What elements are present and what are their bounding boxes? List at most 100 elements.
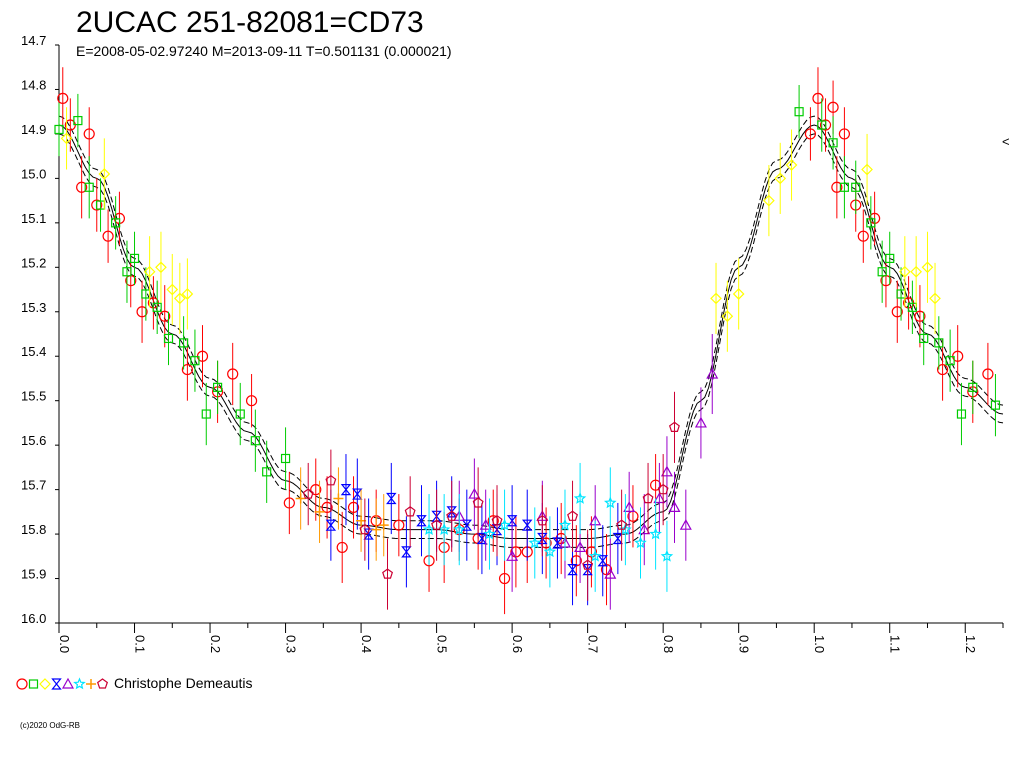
- data-point: [155, 261, 167, 274]
- data-point: [201, 409, 211, 419]
- data-point: [98, 168, 111, 180]
- data-point: [828, 138, 838, 148]
- data-point: [111, 218, 121, 228]
- data-point: [453, 523, 466, 535]
- fit-curve: [58, 124, 1004, 539]
- data-point: [623, 501, 636, 512]
- data-point: [416, 515, 427, 527]
- data-point: [227, 368, 239, 380]
- data-point: [468, 487, 481, 499]
- data-point: [573, 491, 587, 504]
- series-green: [54, 85, 1001, 503]
- chart-title: 2UCAC 251-82081=CD73: [76, 6, 424, 39]
- data-point: [76, 181, 88, 193]
- legend-symbol: [73, 677, 86, 690]
- data-point: [945, 356, 955, 366]
- data-point: [245, 395, 258, 407]
- data-point: [250, 436, 260, 446]
- data-point: [491, 514, 503, 526]
- data-point: [891, 306, 903, 318]
- data-point: [401, 546, 412, 558]
- data-point: [616, 519, 628, 530]
- data-point: [461, 519, 473, 531]
- data-point: [166, 283, 179, 296]
- data-point: [638, 523, 651, 535]
- data-point: [885, 253, 895, 264]
- data-point: [333, 493, 344, 504]
- y-tick-label: 15.6: [21, 433, 46, 448]
- y-tick-label: 15.3: [21, 300, 46, 315]
- data-point: [314, 506, 325, 517]
- data-point: [163, 333, 174, 344]
- data-point: [393, 519, 405, 531]
- legend-symbol: [61, 677, 75, 689]
- data-point: [877, 267, 887, 277]
- data-point: [921, 261, 934, 274]
- data-point: [91, 199, 103, 211]
- data-point: [774, 172, 787, 185]
- data-point: [54, 124, 64, 135]
- x-tick-label: 0.8: [661, 635, 676, 653]
- data-point: [371, 524, 382, 535]
- data-point: [235, 409, 245, 419]
- data-point: [159, 310, 171, 322]
- fit-curve-lower: [58, 133, 1004, 548]
- data-point: [732, 288, 745, 300]
- data-point: [642, 492, 654, 504]
- series-orange: [295, 467, 389, 561]
- data-point: [382, 568, 394, 579]
- data-point: [122, 267, 132, 277]
- data-point: [650, 479, 662, 491]
- x-tick-label: 0.2: [208, 635, 223, 653]
- data-point: [668, 501, 681, 512]
- data-point: [585, 546, 598, 558]
- data-point: [302, 488, 314, 499]
- data-point: [340, 484, 352, 496]
- x-tick-label: 0.6: [510, 635, 525, 653]
- legend-symbol: [96, 678, 109, 689]
- data-point: [479, 518, 492, 530]
- series-cyan: [422, 462, 674, 592]
- y-tick-label: 15.5: [21, 389, 46, 404]
- data-point: [280, 453, 291, 464]
- data-point: [325, 474, 337, 486]
- data-point: [604, 567, 617, 579]
- x-tick-label: 0.7: [586, 635, 601, 653]
- fit-curve-upper: [58, 115, 1004, 531]
- data-point: [694, 416, 707, 428]
- chart-subtitle: E=2008-05-02.97240 M=2013-09-11 T=0.5011…: [76, 43, 452, 59]
- data-point: [336, 541, 348, 554]
- data-point: [721, 310, 734, 323]
- data-point: [173, 292, 186, 305]
- data-point: [956, 409, 967, 419]
- data-point: [866, 218, 876, 228]
- y-tick-label: 15.4: [21, 344, 46, 359]
- data-point: [861, 163, 873, 176]
- data-point: [827, 101, 839, 113]
- legend-symbol: [86, 679, 96, 689]
- data-point: [483, 527, 496, 540]
- data-point: [60, 132, 73, 145]
- legend-symbol: [51, 678, 62, 690]
- data-point: [857, 230, 869, 242]
- data-point: [817, 120, 827, 130]
- data-point: [283, 497, 295, 509]
- data-point: [446, 510, 458, 521]
- data-point: [181, 363, 193, 376]
- legend-symbol: [16, 678, 28, 690]
- legend-symbol: [28, 679, 39, 689]
- data-point: [386, 492, 397, 505]
- data-point: [321, 501, 333, 513]
- data-point: [603, 496, 617, 509]
- data-point: [649, 527, 662, 540]
- data-point: [472, 497, 484, 508]
- data-point: [794, 107, 804, 117]
- data-point: [528, 536, 541, 549]
- x-tick-label: 1.2: [963, 635, 978, 653]
- data-point: [325, 519, 337, 531]
- fit-curves: [58, 115, 1004, 548]
- data-point: [537, 532, 548, 545]
- x-tick-label: 1.1: [888, 635, 903, 653]
- data-point: [706, 367, 719, 379]
- data-point: [574, 541, 587, 553]
